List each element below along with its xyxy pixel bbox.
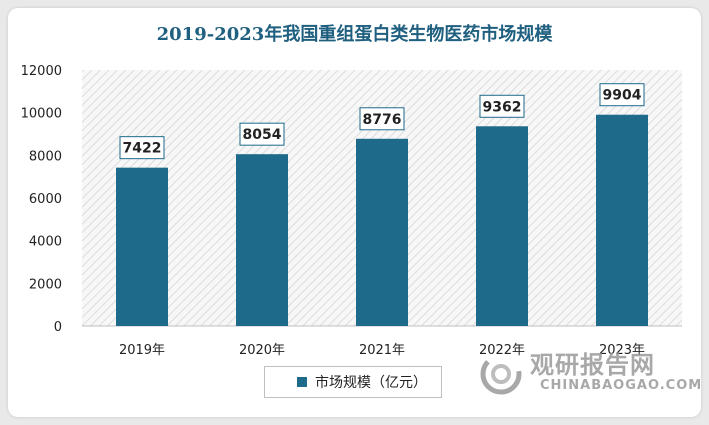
data-label: 9362 (483, 99, 522, 115)
watermark-brand-en: CHINABAOGAO.COM (540, 378, 703, 393)
legend-swatch (297, 377, 307, 387)
data-label: 9904 (603, 88, 642, 104)
chinabaogao-logo-icon (480, 353, 522, 395)
x-tick-label: 2020年 (239, 343, 285, 358)
y-tick-label: 4000 (29, 235, 62, 250)
y-tick-label: 12000 (21, 64, 62, 79)
x-tick-label: 2019年 (119, 343, 165, 358)
bar (236, 154, 288, 326)
data-label-box (119, 136, 165, 160)
watermark: 观研报告网 CHINABAOGAO.COM (478, 345, 703, 405)
bar (356, 138, 408, 326)
legend: 市场规模（亿元） (264, 366, 442, 398)
data-label-box (479, 94, 525, 118)
data-label: 8054 (243, 127, 282, 143)
data-label: 8776 (363, 112, 402, 128)
watermark-brand-cn: 观研报告网 (530, 351, 655, 379)
data-label-box (599, 83, 645, 107)
y-tick-label: 2000 (29, 277, 62, 292)
data-label-box (359, 107, 405, 131)
y-tick-label: 0 (54, 320, 62, 335)
x-tick-label: 2023年 (599, 343, 645, 358)
data-label-box (239, 122, 285, 146)
y-tick-label: 10000 (21, 107, 62, 122)
bar (596, 114, 648, 327)
data-label: 7422 (123, 141, 162, 157)
y-tick-label: 8000 (29, 149, 62, 164)
y-tick-label: 6000 (29, 192, 62, 207)
bar (476, 126, 528, 326)
x-tick-label: 2021年 (359, 343, 405, 358)
bar (116, 167, 168, 326)
legend-label: 市场规模（亿元） (315, 375, 427, 391)
x-tick-label: 2022年 (479, 343, 525, 358)
chart-title: 2019-2023年我国重组蛋白类生物医药市场规模 (156, 24, 553, 45)
